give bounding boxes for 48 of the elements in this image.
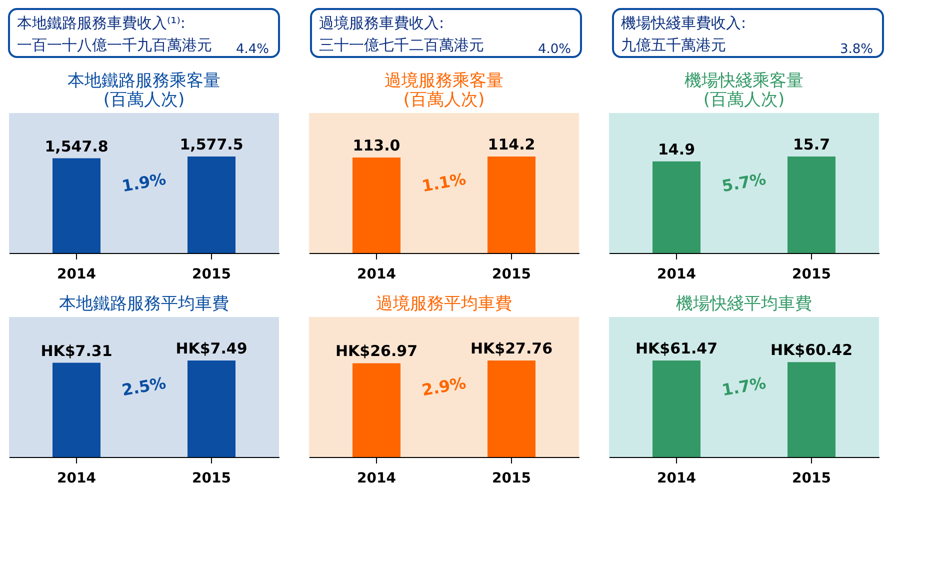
data-label: 1,577.5 (180, 135, 244, 154)
text: 九億五千萬港元 (621, 36, 726, 54)
text: 本地鐵路服務車費收入⁽¹⁾: (17, 14, 186, 32)
chart-title: 過境服務平均車費 (376, 294, 512, 314)
text: 三十一億七千二百萬港元 (319, 36, 484, 54)
chart-title: 機場快綫平均車費 (676, 294, 812, 314)
data-label: 1,547.8 (44, 137, 108, 156)
data-label: HK$26.97 (335, 342, 418, 360)
text: 過境服務車費收入: (319, 14, 444, 32)
x-tick-label: 2015 (792, 470, 831, 486)
data-label: 14.9 (658, 140, 696, 158)
x-tick-label: 2014 (657, 266, 696, 282)
annotation: 1.7% (720, 373, 768, 400)
text: 機場快綫乘客量 (684, 71, 804, 91)
data-label: HK$61.47 (635, 339, 718, 358)
chart-title: 本地鐵路服務平均車費 (59, 294, 229, 314)
text: 機場快綫車費收入: (621, 14, 746, 32)
annotation: 5.7% (720, 169, 768, 196)
annotation: 2.9% (420, 373, 468, 400)
data-label: HK$60.42 (770, 341, 853, 360)
x-tick-label: 2015 (492, 266, 531, 282)
data-label: 113.0 (352, 136, 400, 154)
annotation: 2.5% (120, 373, 168, 400)
x-tick-label: 2014 (57, 266, 96, 282)
annotation: 1.1% (420, 169, 468, 196)
data-label: 114.2 (488, 135, 536, 154)
text: 4.4% (236, 42, 269, 57)
text: 3.8% (840, 42, 873, 57)
text: 一百一十八億一千九百萬港元 (17, 36, 212, 54)
data-label: HK$27.76 (470, 339, 553, 358)
data-label: HK$7.49 (176, 339, 248, 358)
data-label: HK$7.31 (40, 342, 112, 360)
x-tick-label: 2014 (657, 470, 696, 486)
data-label: 15.7 (792, 135, 830, 154)
x-tick-label: 2015 (492, 470, 531, 486)
x-tick-label: 2014 (357, 470, 396, 486)
x-tick-label: 2015 (192, 470, 231, 486)
text: (百萬人次) (703, 90, 785, 110)
text: 本地鐵路服務乘客量 (68, 71, 220, 91)
text: 過境服務乘客量 (384, 71, 504, 91)
x-tick-label: 2014 (57, 470, 96, 486)
annotation: 1.9% (120, 169, 168, 196)
text: (百萬人次) (403, 90, 485, 110)
text: 4.0% (538, 42, 571, 57)
x-tick-label: 2014 (357, 266, 396, 282)
x-tick-label: 2015 (192, 266, 231, 282)
text: (百萬人次) (103, 90, 185, 110)
x-tick-label: 2015 (792, 266, 831, 282)
